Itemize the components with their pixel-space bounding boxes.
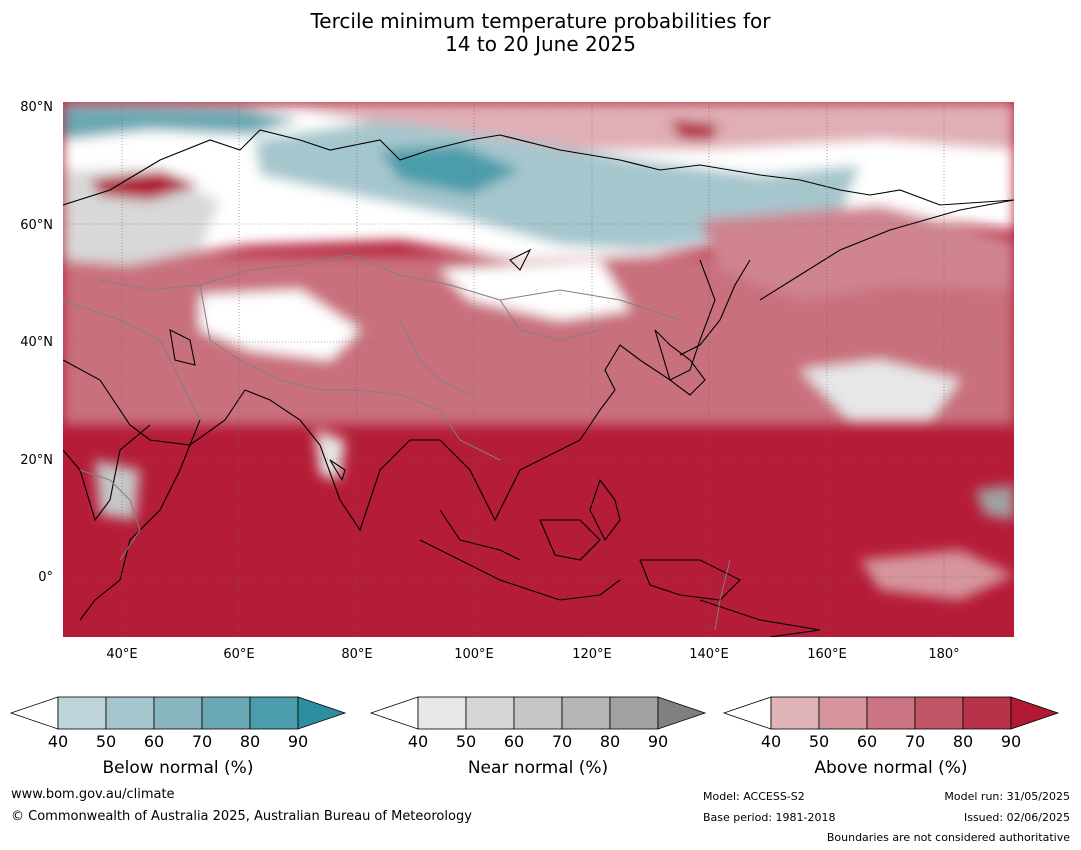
issued-text: Issued: 02/06/2025 — [963, 811, 1070, 824]
central-siberia-dark-blue — [380, 145, 520, 195]
mongolia-white-zone — [440, 260, 630, 320]
central-asia-white-zone — [200, 290, 360, 360]
colorbar-segment — [609, 696, 659, 730]
base-period-text: Base period: 1981-2018 — [703, 811, 836, 824]
colorbar-tick-label: 60 — [504, 732, 524, 751]
colorbar-tick-label: 70 — [552, 732, 572, 751]
colorbar-tick-label: 70 — [905, 732, 925, 751]
colorbar-segment — [57, 696, 107, 730]
colorbar-segment — [770, 696, 820, 730]
title-line-1: Tercile minimum temperature probabilitie… — [310, 9, 771, 33]
lat-labels: 80°N 60°N 40°N 20°N 0° — [20, 100, 53, 585]
colorbar-segment — [561, 696, 611, 730]
colorbar-tick-label: 40 — [408, 732, 428, 751]
colorbar-lower-extension — [9, 696, 59, 730]
colorbar-upper-extension — [657, 696, 707, 730]
india-near-normal-patch — [315, 430, 345, 480]
lon-label: 180° — [928, 647, 959, 662]
colorbar-tick-label: 90 — [288, 732, 308, 751]
model-run-text: Model run: 31/05/2025 — [944, 790, 1070, 803]
title-line-2: 14 to 20 June 2025 — [445, 32, 636, 56]
arctic-pink-zone — [63, 102, 1014, 150]
below-normal-label: Below normal (%) — [102, 758, 254, 778]
disclaimer-text: Boundaries are not considered authoritat… — [826, 831, 1070, 844]
colorbar-upper-extension — [1010, 696, 1060, 730]
lat-label: 80°N — [20, 100, 53, 115]
colorbar-tick-label: 50 — [809, 732, 829, 751]
near-colorbar: 40 50 60 70 80 90 — [369, 696, 707, 751]
lon-label: 120°E — [572, 647, 612, 662]
map-field — [63, 102, 1014, 637]
arctic-red-spot — [670, 120, 720, 140]
model-text: Model: ACCESS-S2 — [703, 790, 805, 803]
colorbar-tick-label: 80 — [240, 732, 260, 751]
graticule — [63, 102, 1014, 637]
colorbar-tick-label: 80 — [953, 732, 973, 751]
colorbar-lower-extension — [369, 696, 419, 730]
colorbar-segment — [201, 696, 251, 730]
colorbar-segment — [513, 696, 563, 730]
near-normal-label: Near normal (%) — [467, 758, 609, 778]
above-colorbar: 40 50 60 70 80 90 — [722, 696, 1060, 751]
pacific-near-normal-patch — [800, 360, 960, 420]
map-title: Tercile minimum temperature probabilitie… — [0, 10, 1081, 56]
colorbar-lower-extension — [722, 696, 772, 730]
colorbar-segment — [866, 696, 916, 730]
above-normal-label: Above normal (%) — [814, 758, 968, 778]
scandinavia-above-normal-spot — [90, 170, 200, 200]
colorbar-segment — [962, 696, 1012, 730]
colorbar-tick-label: 60 — [144, 732, 164, 751]
colorbar-segment — [417, 696, 467, 730]
below-colorbar: 40 50 60 70 80 90 — [9, 696, 347, 751]
website-link[interactable]: www.bom.gov.au/climate — [11, 787, 175, 802]
colorbar-tick-label: 40 — [48, 732, 68, 751]
colorbar-tick-label: 80 — [600, 732, 620, 751]
lon-label: 100°E — [454, 647, 494, 662]
colorbar-tick-label: 90 — [648, 732, 668, 751]
lon-label: 60°E — [223, 647, 254, 662]
probability-shading — [63, 102, 1014, 600]
lon-label: 160°E — [807, 647, 847, 662]
colorbar-segment — [105, 696, 155, 730]
colorbar-tick-label: 70 — [192, 732, 212, 751]
colorbar-upper-extension — [297, 696, 347, 730]
colorbar-tick-label: 50 — [96, 732, 116, 751]
lat-label: 40°N — [20, 335, 53, 350]
colorbar-segment — [153, 696, 203, 730]
north-pacific-pink-zone — [700, 205, 1014, 300]
colorbars: 40 50 60 70 80 90 40 50 60 70 80 90 40 50 60 70 80 90 — [9, 696, 1060, 751]
colorbar-segment — [818, 696, 868, 730]
lon-label: 140°E — [689, 647, 729, 662]
lat-label: 0° — [38, 570, 53, 585]
lat-label: 60°N — [20, 218, 53, 233]
colorbar-tick-label: 90 — [1001, 732, 1021, 751]
lon-labels: 40°E 60°E 80°E 100°E 120°E 140°E 160°E 1… — [106, 647, 959, 662]
pacific-grey-patch — [975, 485, 1014, 520]
colorbar-segment — [914, 696, 964, 730]
country-boundaries — [63, 254, 731, 631]
colorbar-tick-label: 60 — [857, 732, 877, 751]
colorbar-segment — [465, 696, 515, 730]
copyright-text: © Commonwealth of Australia 2025, Austra… — [11, 809, 472, 824]
equatorial-pacific-pink-zone — [860, 550, 1014, 600]
colorbar-tick-label: 40 — [761, 732, 781, 751]
lat-label: 20°N — [20, 453, 53, 468]
colorbar-segment — [249, 696, 299, 730]
arctic-blue-zone — [63, 105, 300, 140]
colorbar-tick-label: 50 — [456, 732, 476, 751]
lon-label: 40°E — [106, 647, 137, 662]
lon-label: 80°E — [341, 647, 372, 662]
